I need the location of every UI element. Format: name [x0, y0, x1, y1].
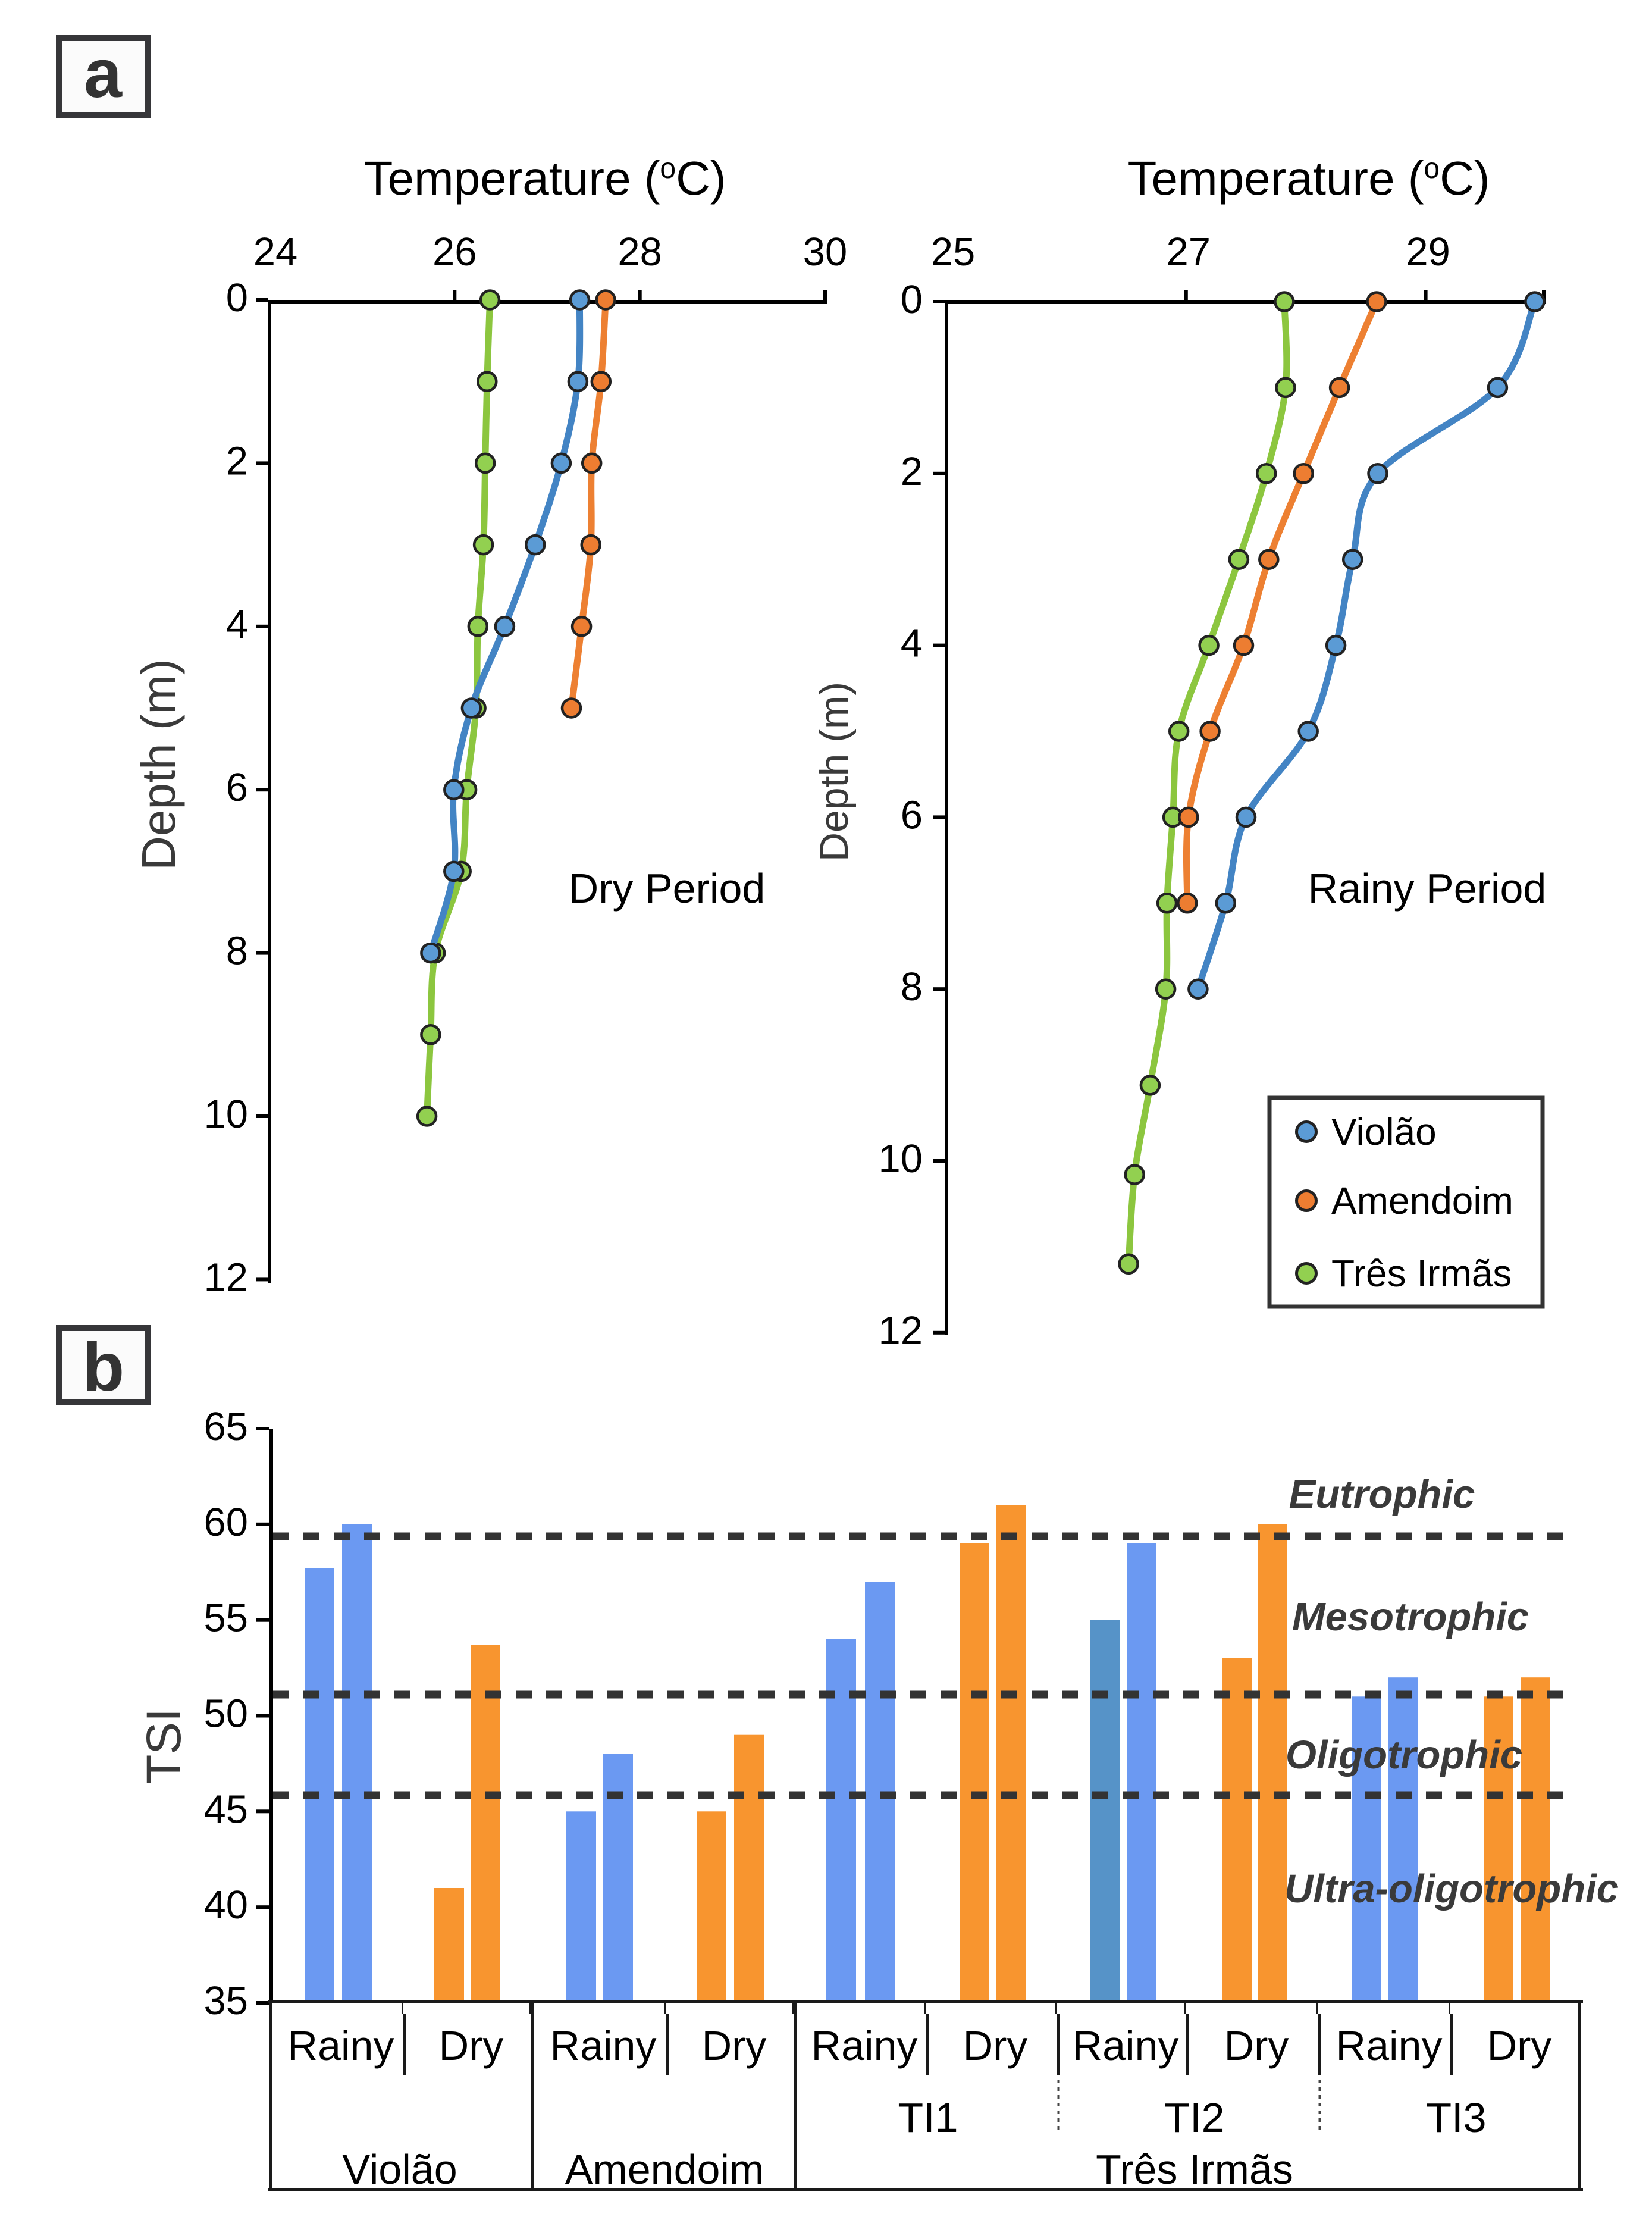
svg-text:30: 30: [803, 230, 848, 274]
svg-text:Dry: Dry: [1487, 2022, 1552, 2069]
svg-text:6: 6: [226, 765, 248, 810]
svg-text:28: 28: [617, 230, 662, 274]
svg-text:60: 60: [203, 1500, 248, 1545]
svg-text:24: 24: [253, 230, 298, 274]
svg-text:2: 2: [226, 439, 248, 483]
svg-text:8: 8: [901, 965, 923, 1009]
svg-text:Ultra-oligotrophic: Ultra-oligotrophic: [1284, 1867, 1619, 1911]
svg-text:b: b: [83, 1329, 124, 1405]
svg-text:TSI: TSI: [137, 1708, 191, 1784]
svg-text:Depth (m): Depth (m): [132, 659, 185, 871]
svg-text:Oligotrophic: Oligotrophic: [1286, 1733, 1522, 1777]
svg-text:a: a: [84, 36, 123, 112]
svg-text:27: 27: [1167, 230, 1211, 274]
svg-text:25: 25: [931, 230, 976, 274]
svg-text:Rainy: Rainy: [1336, 2022, 1443, 2069]
svg-text:Mesotrophic: Mesotrophic: [1292, 1595, 1529, 1639]
svg-text:12: 12: [878, 1308, 923, 1353]
svg-text:26: 26: [432, 230, 477, 274]
svg-text:Amendoim: Amendoim: [565, 2146, 764, 2193]
svg-text:Rainy Period: Rainy Period: [1308, 865, 1547, 912]
svg-text:Eutrophic: Eutrophic: [1289, 1472, 1475, 1517]
svg-text:TI3: TI3: [1426, 2094, 1486, 2141]
svg-text:2: 2: [901, 449, 923, 494]
svg-text:4: 4: [901, 621, 923, 666]
svg-text:29: 29: [1406, 230, 1450, 274]
svg-text:6: 6: [901, 793, 923, 837]
svg-text:50: 50: [203, 1692, 248, 1736]
svg-text:8: 8: [226, 929, 248, 973]
svg-text:Dry: Dry: [963, 2022, 1028, 2069]
svg-text:4: 4: [226, 602, 248, 647]
svg-text:0: 0: [901, 277, 923, 322]
svg-text:0: 0: [226, 275, 248, 320]
svg-text:12: 12: [203, 1255, 248, 1300]
svg-text:Três Irmãs: Três Irmãs: [1096, 2146, 1293, 2193]
svg-text:40: 40: [203, 1883, 248, 1927]
svg-text:Violão: Violão: [342, 2146, 457, 2193]
svg-text:Rainy: Rainy: [288, 2022, 394, 2069]
svg-text:Rainy: Rainy: [1073, 2022, 1179, 2069]
svg-text:35: 35: [203, 1978, 248, 2023]
svg-text:Rainy: Rainy: [550, 2022, 657, 2069]
svg-text:10: 10: [203, 1092, 248, 1136]
svg-text:TI1: TI1: [898, 2094, 958, 2141]
svg-text:10: 10: [878, 1136, 923, 1181]
svg-text:Rainy: Rainy: [811, 2022, 918, 2069]
svg-text:Dry: Dry: [702, 2022, 767, 2069]
svg-text:TI2: TI2: [1164, 2094, 1224, 2141]
svg-text:65: 65: [203, 1404, 248, 1449]
svg-text:55: 55: [203, 1596, 248, 1640]
svg-text:Dry Period: Dry Period: [569, 865, 766, 912]
svg-text:Amendoim: Amendoim: [1331, 1179, 1513, 1222]
svg-text:45: 45: [203, 1787, 248, 1831]
svg-text:Dry: Dry: [439, 2022, 504, 2069]
svg-text:Três Irmãs: Três Irmãs: [1331, 1252, 1512, 1295]
svg-text:Dry: Dry: [1224, 2022, 1289, 2069]
svg-text:Depth (m): Depth (m): [811, 682, 857, 862]
svg-text:Violão: Violão: [1331, 1110, 1437, 1153]
